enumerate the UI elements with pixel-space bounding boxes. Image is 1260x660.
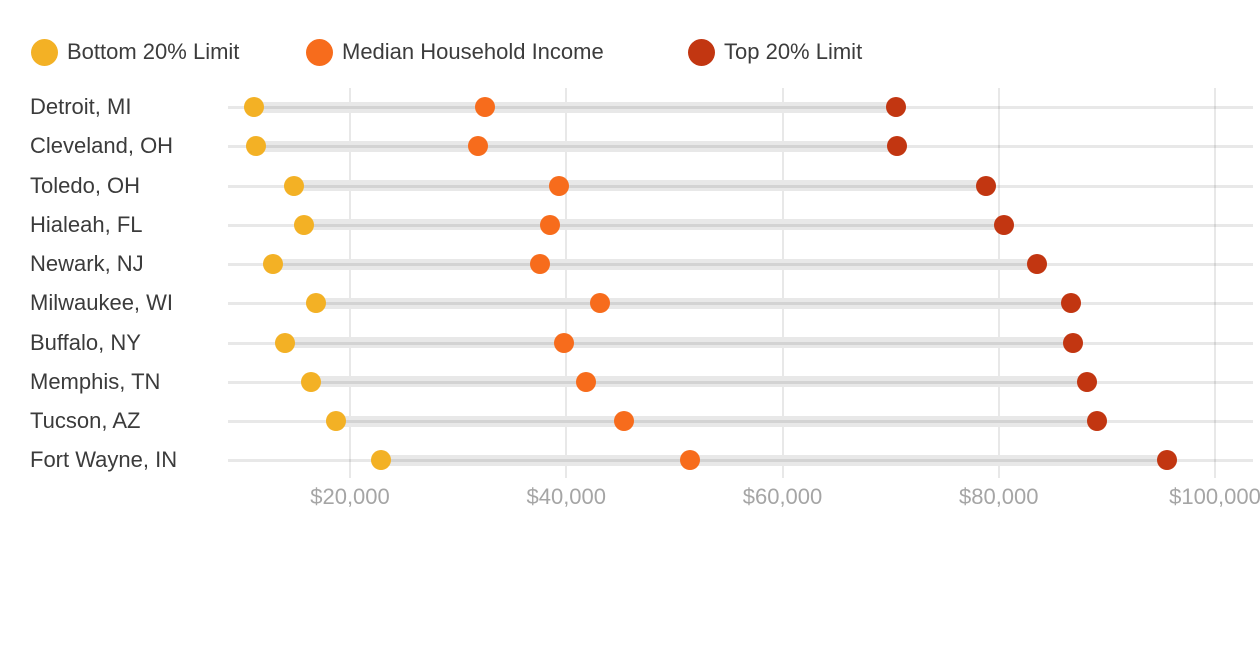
- category-label: Hialeah, FL: [30, 211, 143, 237]
- row-gridline: [228, 223, 1253, 227]
- dot-top-20-limit: [1077, 371, 1098, 392]
- dot-median-household-income: [554, 332, 575, 353]
- category-label: Buffalo, NY: [30, 329, 141, 355]
- row-gridline: [228, 263, 1253, 266]
- category-label: Newark, NJ: [30, 251, 144, 276]
- vertical-gridline: [781, 88, 784, 478]
- dot-top-20-limit: [975, 175, 996, 196]
- x-axis-tick-label: $100,000: [1169, 484, 1260, 509]
- row-gridline: [228, 184, 1253, 188]
- range-bar: [306, 297, 1082, 309]
- category-label: Toledo, OH: [30, 172, 141, 198]
- legend: Bottom 20% Limit Median Household Income…: [0, 0, 1260, 80]
- dot-median-household-income: [575, 371, 596, 392]
- legend-label: Top 20% Limit: [724, 39, 863, 64]
- range-bar: [293, 219, 1015, 231]
- category-label: Fort Wayne, IN: [30, 447, 178, 473]
- range-bar: [245, 140, 908, 152]
- dot-top-20-limit: [887, 136, 908, 157]
- vertical-gridline: [565, 88, 568, 478]
- dot-top-20-limit: [1157, 450, 1178, 471]
- dot-bottom-20-limit: [283, 175, 304, 196]
- row-gridline: [228, 302, 1253, 306]
- legend-item-bottom-20-limit: Bottom 20% Limit: [31, 38, 239, 66]
- row-gridline: [228, 380, 1253, 384]
- dot-median-household-income: [548, 175, 569, 196]
- dot-top-20-limit: [1087, 411, 1108, 431]
- range-bar: [263, 258, 1047, 270]
- dot-median-household-income: [613, 411, 634, 431]
- range-bar: [325, 415, 1108, 427]
- vertical-gridline: [349, 88, 351, 478]
- legend-label: Median Household Income: [342, 39, 604, 64]
- range-bar: [283, 180, 996, 191]
- dot-median-household-income: [530, 254, 551, 274]
- row-gridline: [228, 341, 1253, 345]
- dot-top-20-limit: [994, 214, 1015, 235]
- dot-top-20-limit: [1061, 293, 1082, 314]
- vertical-gridline: [1214, 88, 1216, 478]
- x-axis-tick-label: $40,000: [526, 484, 607, 509]
- dot-median-household-income: [589, 293, 610, 314]
- dot-median-household-income: [467, 136, 488, 157]
- category-label: Cleveland, OH: [30, 133, 174, 159]
- category-label: Detroit, MI: [30, 94, 132, 119]
- dot-top-20-limit: [886, 97, 907, 117]
- dot-bottom-20-limit: [306, 293, 327, 314]
- dot-bottom-20-limit: [243, 97, 264, 117]
- row-gridline: [228, 145, 1253, 149]
- legend-label: Bottom 20% Limit: [67, 39, 240, 64]
- dot-median-household-income: [540, 214, 561, 235]
- row-gridline: [228, 459, 1253, 463]
- dot-median-household-income: [679, 450, 700, 471]
- legend-dot-median-household-income-icon: [306, 38, 333, 66]
- dot-bottom-20-limit: [301, 371, 322, 392]
- category-label: Milwaukee, WI: [30, 290, 174, 316]
- dot-top-20-limit: [1063, 332, 1084, 353]
- range-bar: [243, 101, 907, 113]
- row-gridline: [228, 420, 1253, 423]
- x-axis-tick-label: $60,000: [742, 484, 823, 509]
- vertical-gridline: [997, 88, 1000, 478]
- dot-top-20-limit: [1026, 254, 1047, 274]
- dot-median-household-income: [475, 97, 496, 117]
- range-bar: [301, 376, 1098, 388]
- dot-bottom-20-limit: [245, 136, 266, 157]
- dot-bottom-20-limit: [275, 332, 296, 353]
- x-axis-tick-label: $80,000: [958, 484, 1039, 509]
- range-bar: [275, 337, 1084, 348]
- dot-bottom-20-limit: [371, 450, 392, 471]
- legend-dot-bottom-20-limit-icon: [31, 38, 58, 66]
- dot-bottom-20-limit: [293, 214, 314, 235]
- legend-item-median-household-income: Median Household Income: [306, 38, 604, 66]
- legend-dot-top-20-limit-icon: [688, 38, 715, 66]
- dot-bottom-20-limit: [263, 254, 284, 274]
- category-label: Memphis, TN: [30, 368, 161, 394]
- x-axis-tick-label: $20,000: [310, 484, 390, 509]
- category-label: Tucson, AZ: [30, 408, 141, 433]
- range-bar: [371, 454, 1178, 466]
- row-gridline: [228, 106, 1253, 109]
- legend-item-top-20-limit: Top 20% Limit: [688, 38, 862, 66]
- dot-bottom-20-limit: [325, 411, 346, 431]
